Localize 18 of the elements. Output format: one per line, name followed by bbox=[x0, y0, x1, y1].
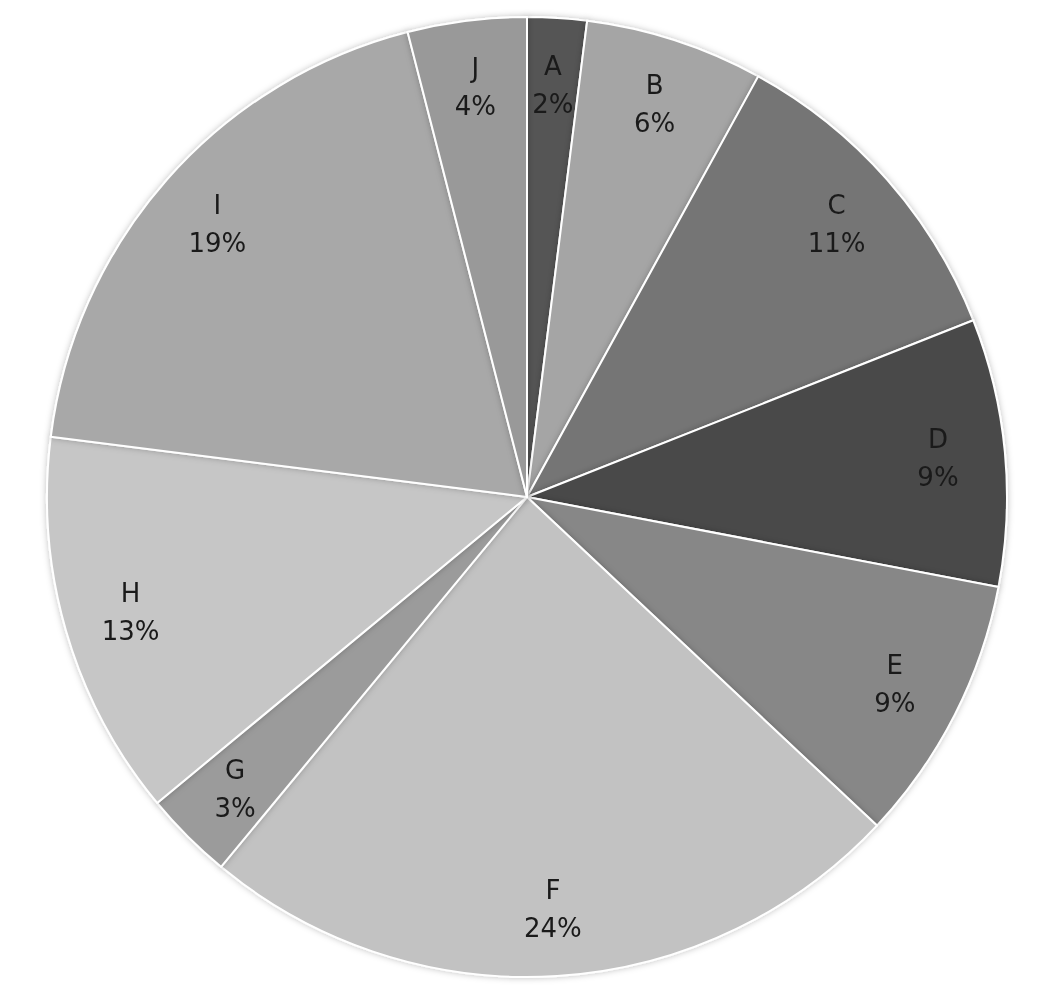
slice-label: B bbox=[645, 70, 664, 101]
slice-label: A bbox=[544, 51, 563, 82]
slice-label: C bbox=[827, 190, 846, 221]
data-label: 3% bbox=[214, 792, 256, 823]
data-label: 13% bbox=[101, 616, 160, 647]
data-label: 6% bbox=[633, 108, 676, 139]
data-label: 24% bbox=[524, 912, 582, 943]
slice-label: I bbox=[213, 190, 222, 221]
data-label: 11% bbox=[807, 228, 866, 259]
slice-label: F bbox=[545, 874, 561, 905]
slice-label: H bbox=[120, 578, 141, 609]
data-label: 9% bbox=[874, 688, 916, 719]
data-label: 2% bbox=[532, 89, 574, 120]
slice-label: J bbox=[469, 53, 480, 84]
data-label: 4% bbox=[454, 91, 496, 122]
data-label: 19% bbox=[188, 228, 247, 259]
slice-label: E bbox=[886, 650, 904, 681]
slice-label: G bbox=[225, 754, 246, 785]
